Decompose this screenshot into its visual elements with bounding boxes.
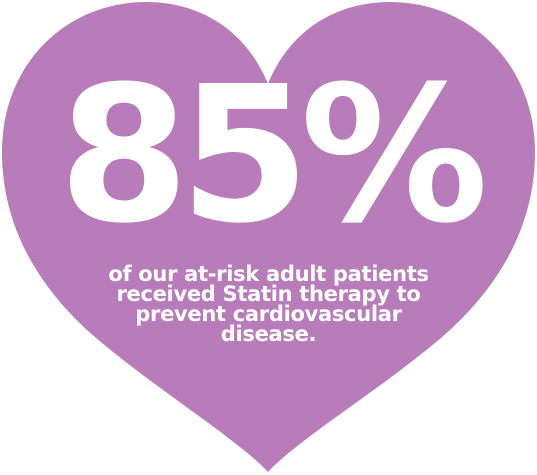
- statistic-caption: of our at-risk adult patients received S…: [108, 262, 429, 346]
- statistic-value: 85%: [58, 46, 489, 265]
